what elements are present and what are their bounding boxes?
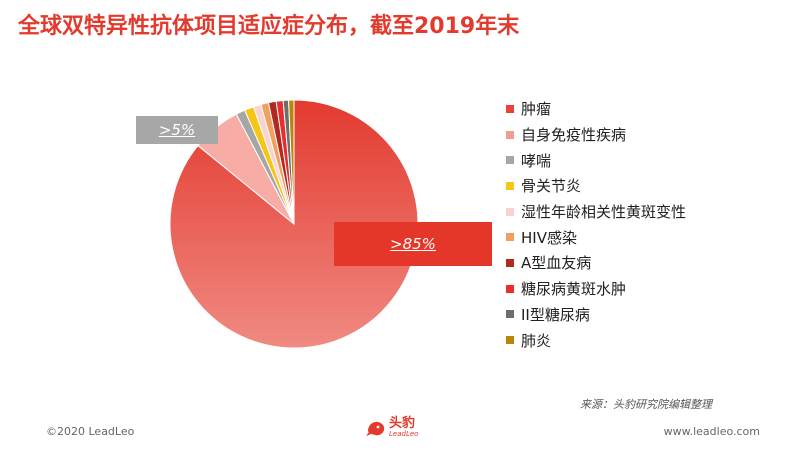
legend-item: 哮喘 — [506, 147, 686, 173]
legend-item: 骨关节炎 — [506, 173, 686, 199]
legend-item: 湿性年龄相关性黄斑变性 — [506, 199, 686, 225]
legend-item: 肿瘤 — [506, 96, 686, 122]
legend-label: A型血友病 — [521, 254, 592, 273]
legend-label: 哮喘 — [521, 151, 552, 170]
legend-label: 糖尿病黄斑水肿 — [521, 280, 627, 299]
legend-label: 湿性年龄相关性黄斑变性 — [521, 203, 687, 222]
annotation-over-5pct: >5% — [136, 116, 218, 144]
annotation-over-5pct-text: >5% — [158, 121, 196, 139]
website-link[interactable]: www.leadleo.com — [663, 425, 760, 438]
copyright: ©2020 LeadLeo — [46, 425, 135, 438]
legend-swatch — [506, 258, 514, 267]
chart-title: 全球双特异性抗体项目适应症分布，截至2019年末 — [18, 14, 520, 39]
leadleo-logo: 头豹 LeadLeo — [366, 417, 418, 438]
legend-swatch — [506, 181, 514, 190]
pie-slice-9 — [288, 99, 295, 225]
legend-swatch — [506, 207, 514, 216]
legend-label: HIV感染 — [521, 228, 577, 247]
source-note: 来源：头豹研究院编辑整理 — [580, 398, 712, 411]
leopard-icon — [366, 421, 385, 436]
legend-swatch — [506, 310, 514, 319]
legend-label: 骨关节炎 — [521, 177, 582, 196]
legend-item: 自身免疫性疾病 — [506, 122, 686, 148]
annotation-over-85pct: >85% — [334, 222, 492, 266]
legend-swatch — [506, 233, 514, 242]
legend-swatch — [506, 284, 514, 293]
logo-text-cn: 头豹 — [389, 416, 416, 431]
annotation-over-85pct-text: >85% — [390, 235, 436, 253]
legend: 肿瘤自身免疫性疾病 哮喘骨关节炎湿性年龄相关性黄斑变性 HIV感染 A型血友病糖尿病黄… — [506, 96, 686, 353]
legend-item: 肺炎 — [506, 327, 686, 353]
legend-item: 糖尿病黄斑水肿 — [506, 276, 686, 302]
legend-swatch — [506, 104, 514, 113]
legend-label: II型糖尿病 — [521, 305, 590, 324]
legend-label: 自身免疫性疾病 — [521, 126, 627, 145]
legend-item: HIV感染 — [506, 224, 686, 250]
legend-item: II型糖尿病 — [506, 302, 686, 328]
legend-label: 肺炎 — [521, 331, 552, 350]
logo-text-en: LeadLeo — [389, 430, 419, 438]
legend-swatch — [506, 156, 514, 165]
legend-label: 肿瘤 — [521, 100, 552, 119]
legend-swatch — [506, 336, 514, 345]
legend-item: A型血友病 — [506, 250, 686, 276]
legend-swatch — [506, 130, 514, 139]
